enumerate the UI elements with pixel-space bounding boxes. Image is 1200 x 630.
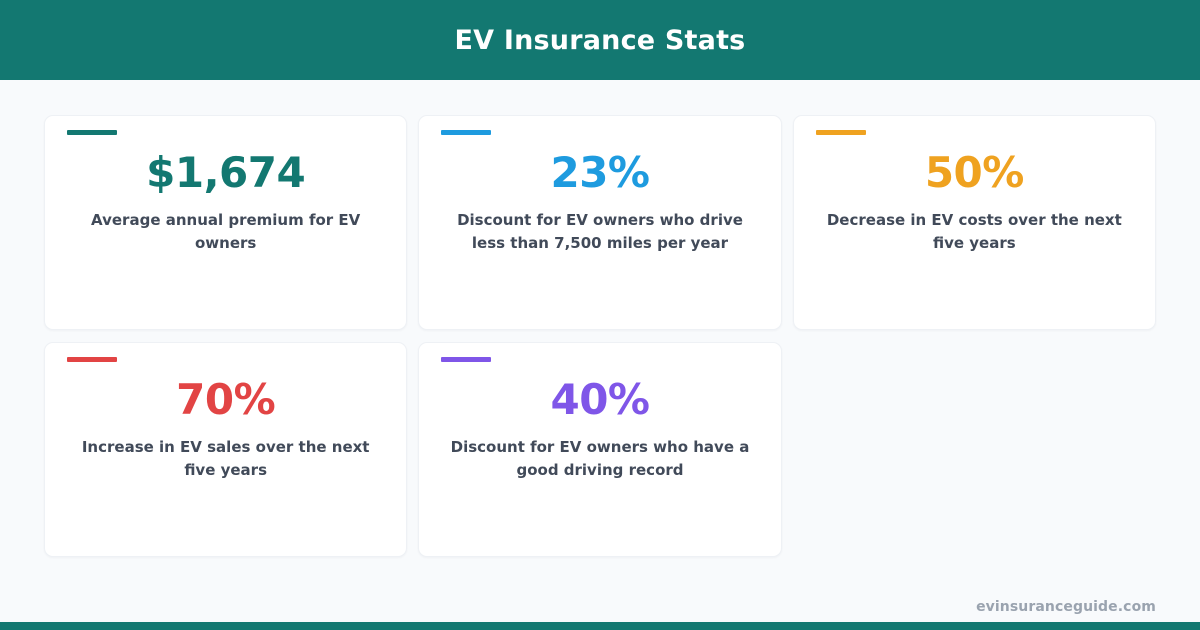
accent-bar (441, 130, 492, 135)
stat-label: Decrease in EV costs over the next five … (826, 211, 1122, 252)
stats-grid: $1,674 Average annual premium for EV own… (44, 115, 1156, 557)
accent-bar (441, 357, 492, 362)
stat-card: 40% Discount for EV owners who have a go… (418, 342, 782, 557)
stat-label: Average annual premium for EV owners (91, 211, 361, 252)
page-title: EV Insurance Stats (454, 24, 746, 56)
page-footer: evinsuranceguide.com (0, 592, 1200, 622)
stat-label: Discount for EV owners who have a good d… (450, 438, 750, 479)
stat-label: Discount for EV owners who drive less th… (457, 211, 743, 252)
footer-accent-bar (0, 622, 1200, 630)
accent-bar (67, 357, 117, 362)
stat-value: 40% (550, 375, 650, 424)
accent-bar (67, 130, 117, 135)
accent-bar (815, 130, 866, 135)
stat-card: $1,674 Average annual premium for EV own… (44, 115, 408, 330)
stat-value: 23% (550, 148, 650, 197)
source-attribution: evinsuranceguide.com (976, 599, 1156, 615)
stat-card: 23% Discount for EV owners who drive les… (418, 115, 782, 330)
stat-value: 50% (924, 148, 1025, 197)
stat-card: 50% Decrease in EV costs over the next f… (792, 115, 1156, 330)
stats-section: $1,674 Average annual premium for EV own… (0, 80, 1200, 557)
stat-value: $1,674 (146, 148, 306, 197)
stat-value: 70% (176, 375, 276, 424)
page-header: EV Insurance Stats (0, 0, 1200, 80)
stat-card: 70% Increase in EV sales over the next f… (44, 342, 408, 557)
stat-label: Increase in EV sales over the next five … (81, 438, 370, 479)
